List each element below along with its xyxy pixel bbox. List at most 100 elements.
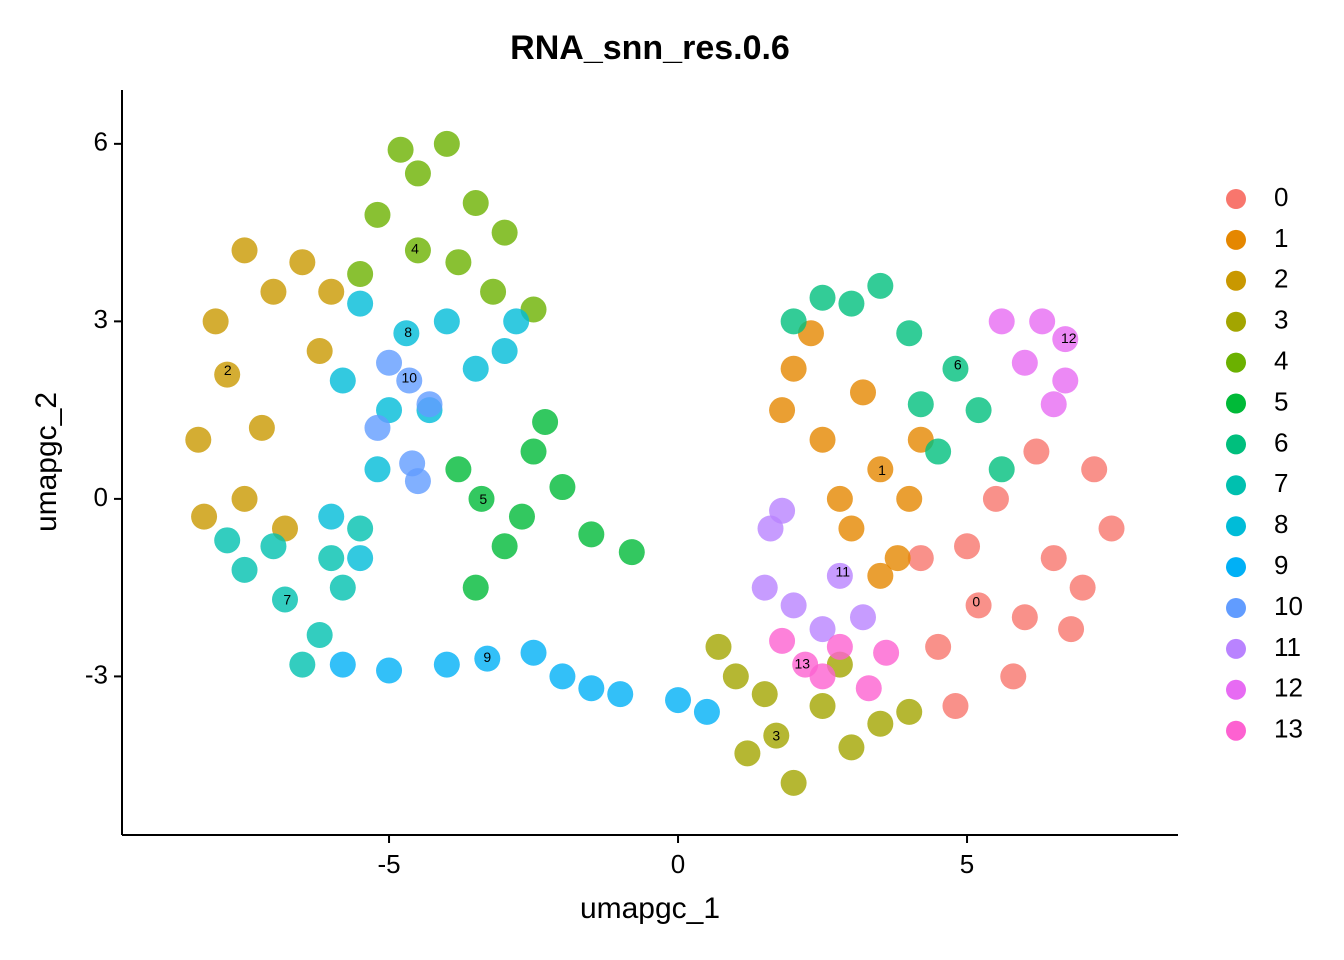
- legend-label: 12: [1274, 673, 1303, 703]
- point: [780, 769, 807, 796]
- legend-swatch: [1226, 557, 1246, 578]
- point: [214, 361, 241, 388]
- point: [722, 663, 749, 690]
- cluster-label: 8: [404, 324, 412, 340]
- point: [907, 391, 934, 418]
- point: [954, 533, 981, 560]
- point: [734, 740, 761, 767]
- point: [809, 284, 836, 311]
- point: [965, 592, 992, 619]
- point: [347, 290, 374, 317]
- point: [318, 545, 345, 572]
- x-tick-label: -5: [377, 849, 400, 879]
- legend-swatch: [1226, 720, 1246, 741]
- legend-swatch: [1226, 393, 1246, 414]
- point: [838, 290, 865, 317]
- point: [849, 604, 876, 631]
- point: [549, 663, 576, 690]
- point: [1040, 545, 1067, 572]
- point: [433, 130, 460, 157]
- point: [867, 272, 894, 299]
- point: [433, 651, 460, 678]
- point: [896, 698, 923, 725]
- point: [1098, 515, 1125, 542]
- cluster-label: 9: [483, 649, 491, 665]
- point: [618, 539, 645, 566]
- point: [491, 533, 518, 560]
- point: [1011, 604, 1038, 631]
- point: [329, 367, 356, 394]
- point: [1052, 326, 1079, 353]
- point: [462, 190, 489, 217]
- y-tick-label: 0: [94, 482, 108, 512]
- point: [838, 515, 865, 542]
- point: [907, 545, 934, 572]
- point: [809, 426, 836, 453]
- point: [462, 355, 489, 382]
- point: [185, 426, 212, 453]
- point: [578, 521, 605, 548]
- legend-label: 8: [1274, 509, 1288, 539]
- point: [347, 545, 374, 572]
- point: [214, 527, 241, 554]
- y-tick-label: 3: [94, 304, 108, 334]
- point: [1023, 438, 1050, 465]
- legend-label: 1: [1274, 223, 1288, 253]
- point: [838, 734, 865, 761]
- legend-label: 5: [1274, 386, 1288, 416]
- legend-label: 4: [1274, 345, 1288, 375]
- point: [826, 485, 853, 512]
- point: [982, 485, 1009, 512]
- legend-label: 10: [1274, 591, 1303, 621]
- point: [191, 503, 218, 530]
- point: [289, 249, 316, 276]
- point: [347, 515, 374, 542]
- point: [231, 485, 258, 512]
- point: [896, 485, 923, 512]
- point: [347, 261, 374, 288]
- cluster-label: 12: [1061, 330, 1077, 346]
- point: [809, 616, 836, 643]
- point: [503, 308, 530, 335]
- point: [474, 645, 501, 672]
- point: [1011, 349, 1038, 376]
- legend-swatch: [1226, 516, 1246, 537]
- point: [849, 379, 876, 406]
- point: [693, 698, 720, 725]
- point: [769, 627, 796, 654]
- x-tick-label: 5: [960, 849, 974, 879]
- cluster-label: 2: [224, 362, 232, 378]
- point: [578, 675, 605, 702]
- y-tick-label: -3: [85, 659, 108, 689]
- point: [260, 533, 287, 560]
- legend-label: 0: [1274, 182, 1288, 212]
- point: [306, 337, 333, 364]
- point: [468, 485, 495, 512]
- point: [306, 621, 333, 648]
- point: [769, 497, 796, 524]
- axes: -5 0 5 -3 0 3 6: [85, 90, 1178, 879]
- point: [404, 237, 431, 264]
- point: [1029, 308, 1056, 335]
- legend-swatch: [1226, 475, 1246, 496]
- point: [231, 556, 258, 583]
- point: [873, 639, 900, 666]
- cluster-label: 11: [835, 564, 850, 580]
- point: [1040, 391, 1067, 418]
- point: [260, 278, 287, 305]
- point: [809, 693, 836, 720]
- point: [751, 681, 778, 708]
- point: [393, 320, 420, 347]
- point: [607, 681, 634, 708]
- point: [445, 456, 472, 483]
- legend-swatch: [1226, 638, 1246, 659]
- point: [925, 633, 952, 660]
- point: [520, 639, 547, 666]
- cluster-label: 5: [479, 491, 487, 507]
- point: [480, 278, 507, 305]
- point: [271, 586, 298, 613]
- y-tick-label: 6: [94, 127, 108, 157]
- x-axis-title: umapgc_1: [580, 892, 720, 925]
